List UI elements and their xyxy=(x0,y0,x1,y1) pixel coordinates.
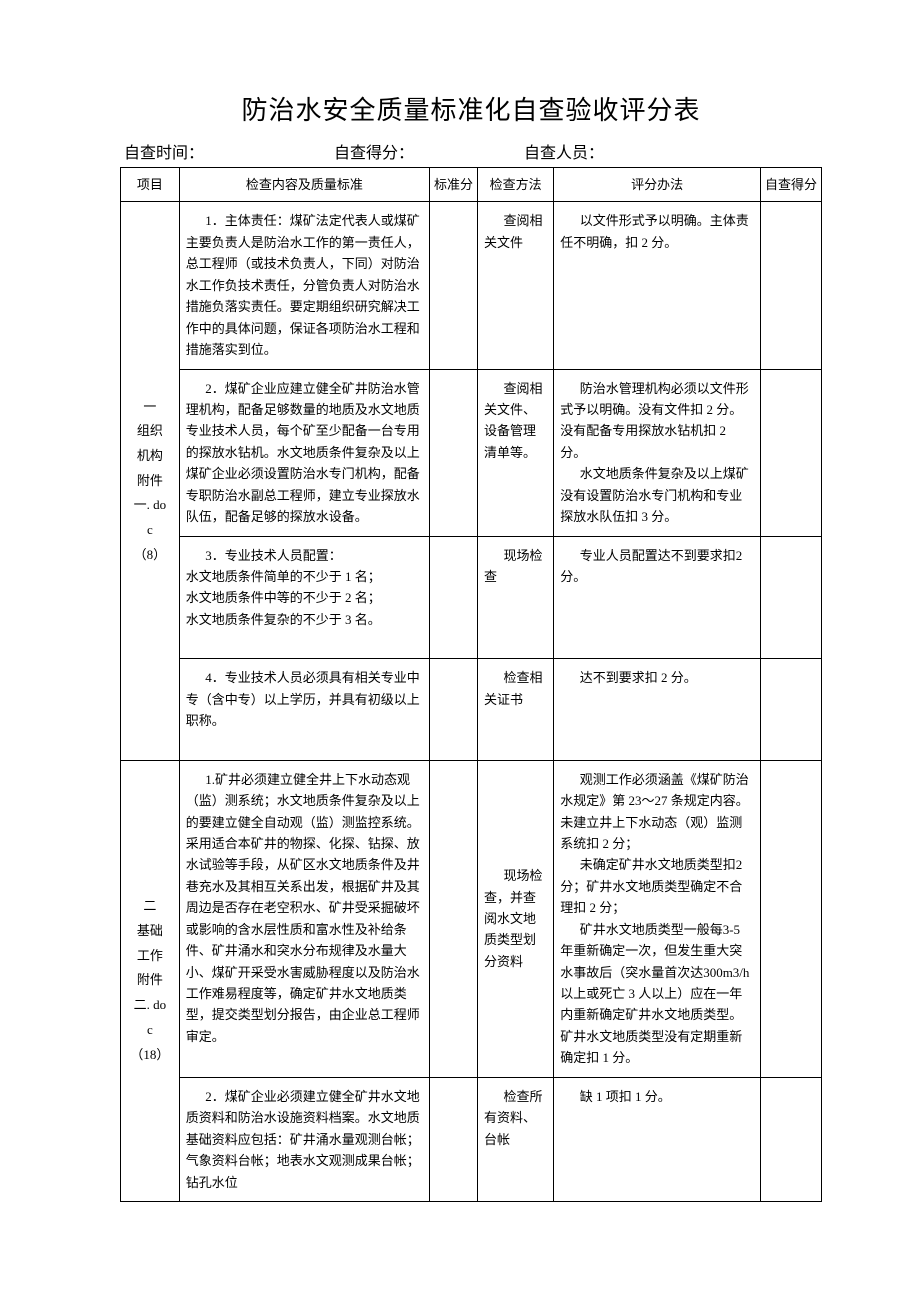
rule-line: 防治水管理机构必须以文件形式予以明确。没有文件扣 2 分。没有配备专用探放水钻机… xyxy=(560,378,754,464)
method-cell: 查阅相关文件 xyxy=(478,202,554,369)
rule-cell: 防治水管理机构必须以文件形式予以明确。没有文件扣 2 分。没有配备专用探放水钻机… xyxy=(554,369,761,536)
content-line: 3．专业技术人员配置： xyxy=(186,545,423,566)
meta-score: 自查得分： xyxy=(334,139,524,163)
rule-cell: 缺 1 项扣 1 分。 xyxy=(554,1077,761,1201)
project-line: 一. do xyxy=(127,493,173,518)
project-line: 二. do xyxy=(127,993,173,1018)
content-cell: 2．煤矿企业必须建立健全矿井水文地质资料和防治水设施资料档案。水文地质基础资料应… xyxy=(179,1077,429,1201)
project-line: 基础 xyxy=(127,919,173,944)
header-method: 检查方法 xyxy=(478,168,554,202)
rule-line: 矿井水文地质类型一般每3-5 年重新确定一次，但发生重大突水事故后（突水量首次达… xyxy=(560,919,754,1069)
method-cell: 检查相关证书 xyxy=(478,659,554,760)
table-row: 二 基础 工作 附件 二. do c （18） 1.矿井必须建立健全井上下水动态… xyxy=(121,760,822,1077)
table-row: 3．专业技术人员配置： 水文地质条件简单的不少于 1 名； 水文地质条件中等的不… xyxy=(121,536,822,659)
meta-person: 自查人员： xyxy=(524,139,822,163)
project-line: 工作 xyxy=(127,944,173,969)
meta-person-label: 自查人员： xyxy=(524,139,604,163)
project-cell-2: 二 基础 工作 附件 二. do c （18） xyxy=(121,760,180,1201)
rule-line: 水文地质条件复杂及以上煤矿没有设置防治水专门机构和专业探放水队伍扣 3 分。 xyxy=(560,463,754,527)
method-cell: 检查所有资料、台帐 xyxy=(478,1077,554,1201)
meta-time-label: 自查时间： xyxy=(124,139,204,163)
rule-cell: 达不到要求扣 2 分。 xyxy=(554,659,761,760)
score-cell xyxy=(430,202,478,369)
rule-cell: 专业人员配置达不到要求扣2 分。 xyxy=(554,536,761,659)
page-title: 防治水安全质量标准化自查验收评分表 xyxy=(120,90,822,127)
project-cell-1: 一 组织 机构 附件 一. do c （8） xyxy=(121,202,180,760)
project-line: 一 xyxy=(127,395,173,420)
project-line: c xyxy=(127,1018,173,1043)
content-cell: 2．煤矿企业应建立健全矿井防治水管理机构，配备足够数量的地质及水文地质专业技术人… xyxy=(179,369,429,536)
meta-score-label: 自查得分： xyxy=(334,139,414,163)
self-score-cell xyxy=(761,536,822,659)
content-line: 水文地质条件复杂的不少于 3 名。 xyxy=(186,609,423,630)
score-cell xyxy=(430,1077,478,1201)
rule-line: 未确定矿井水文地质类型扣2 分；矿井水文地质类型确定不合理扣 2 分； xyxy=(560,854,754,918)
header-score: 标准分 xyxy=(430,168,478,202)
rule-line: 观测工作必须涵盖《煤矿防治水规定》第 23～27 条规定内容。未建立井上下水动态… xyxy=(560,769,754,855)
self-score-cell xyxy=(761,760,822,1077)
project-line: 二 xyxy=(127,894,173,919)
table-row: 一 组织 机构 附件 一. do c （8） 1．主体责任：煤矿法定代表人或煤矿… xyxy=(121,202,822,369)
project-line: （8） xyxy=(127,543,173,568)
self-score-cell xyxy=(761,369,822,536)
score-cell xyxy=(430,369,478,536)
meta-row: 自查时间： 自查得分： 自查人员： xyxy=(120,139,822,163)
evaluation-table: 项目 检查内容及质量标准 标准分 检查方法 评分办法 自查得分 一 组织 机构 … xyxy=(120,167,822,1202)
score-cell xyxy=(430,760,478,1077)
header-project: 项目 xyxy=(121,168,180,202)
content-cell: 3．专业技术人员配置： 水文地质条件简单的不少于 1 名； 水文地质条件中等的不… xyxy=(179,536,429,659)
table-row: 2．煤矿企业必须建立健全矿井水文地质资料和防治水设施资料档案。水文地质基础资料应… xyxy=(121,1077,822,1201)
content-cell: 1．主体责任：煤矿法定代表人或煤矿主要负责人是防治水工作的第一责任人，总工程师（… xyxy=(179,202,429,369)
table-row: 2．煤矿企业应建立健全矿井防治水管理机构，配备足够数量的地质及水文地质专业技术人… xyxy=(121,369,822,536)
header-rule: 评分办法 xyxy=(554,168,761,202)
score-cell xyxy=(430,536,478,659)
content-line: 水文地质条件中等的不少于 2 名； xyxy=(186,587,423,608)
project-line: 附件 xyxy=(127,469,173,494)
rule-cell: 观测工作必须涵盖《煤矿防治水规定》第 23～27 条规定内容。未建立井上下水动态… xyxy=(554,760,761,1077)
meta-time: 自查时间： xyxy=(124,139,334,163)
rule-cell: 以文件形式予以明确。主体责任不明确，扣 2 分。 xyxy=(554,202,761,369)
score-cell xyxy=(430,659,478,760)
project-line: 附件 xyxy=(127,968,173,993)
method-cell: 查阅相关文件、设备管理清单等。 xyxy=(478,369,554,536)
table-header-row: 项目 检查内容及质量标准 标准分 检查方法 评分办法 自查得分 xyxy=(121,168,822,202)
project-line: 机构 xyxy=(127,444,173,469)
content-cell: 1.矿井必须建立健全井上下水动态观（监）测系统；水文地质条件复杂及以上的要建立健… xyxy=(179,760,429,1077)
project-line: c xyxy=(127,518,173,543)
project-line: （18） xyxy=(127,1043,173,1068)
content-line: 水文地质条件简单的不少于 1 名； xyxy=(186,566,423,587)
self-score-cell xyxy=(761,202,822,369)
self-score-cell xyxy=(761,659,822,760)
method-cell: 现场检查 xyxy=(478,536,554,659)
project-line: 组织 xyxy=(127,419,173,444)
method-cell: 现场检查，并查阅水文地质类型划分资料 xyxy=(478,760,554,1077)
header-content: 检查内容及质量标准 xyxy=(179,168,429,202)
self-score-cell xyxy=(761,1077,822,1201)
table-row: 4．专业技术人员必须具有相关专业中专（含中专）以上学历，并具有初级以上职称。 检… xyxy=(121,659,822,760)
header-self: 自查得分 xyxy=(761,168,822,202)
content-cell: 4．专业技术人员必须具有相关专业中专（含中专）以上学历，并具有初级以上职称。 xyxy=(179,659,429,760)
